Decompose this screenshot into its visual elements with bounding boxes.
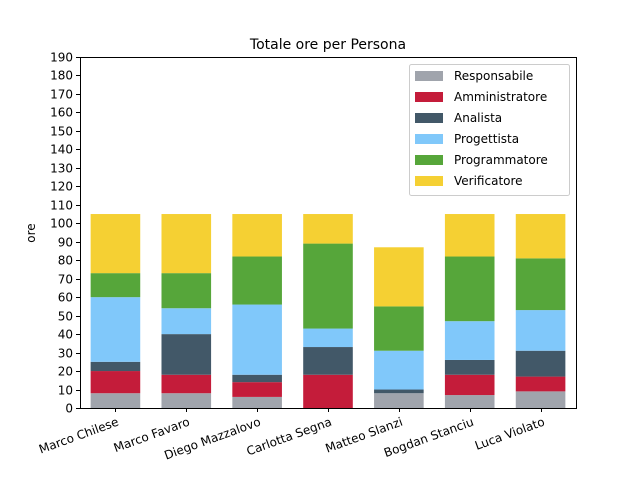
y-tick-label: 20 bbox=[58, 365, 73, 379]
y-tick-label: 30 bbox=[58, 347, 73, 361]
bar-segment-responsabile-2 bbox=[161, 393, 212, 408]
y-tick-label: 100 bbox=[50, 217, 73, 231]
y-tick-label: 180 bbox=[50, 69, 73, 83]
bar-segment-amministratore-7 bbox=[515, 376, 566, 392]
y-tick-label: 80 bbox=[58, 254, 73, 268]
bar-segment-verificatore-4 bbox=[303, 214, 353, 244]
bar-segment-progettista-2 bbox=[161, 308, 212, 335]
legend-swatch-analista bbox=[415, 113, 443, 123]
bar-segment-programmatore-6 bbox=[444, 256, 495, 322]
legend-label-responsabile: Responsabile bbox=[454, 69, 533, 83]
bar-segment-progettista-5 bbox=[374, 350, 424, 390]
bar-segment-progettista-6 bbox=[444, 321, 495, 360]
y-axis: 0 10 20 30 40 50 60 70 80 90 100 110 120 130 140 150 160… bbox=[50, 51, 80, 416]
bar-segment-progettista-3 bbox=[232, 304, 282, 375]
legend-swatch-amministratore bbox=[415, 92, 443, 102]
bar-segment-responsabile-1 bbox=[90, 393, 141, 408]
y-tick-label: 120 bbox=[50, 180, 73, 194]
bar-segment-analista-4 bbox=[303, 347, 353, 375]
bar-segment-analista-2 bbox=[161, 334, 212, 375]
y-axis-label: ore bbox=[24, 223, 38, 242]
y-tick-label: 60 bbox=[58, 291, 73, 305]
legend-label-programmatore: Programmatore bbox=[454, 153, 548, 167]
legend-box bbox=[409, 64, 570, 196]
y-tick-label: 0 bbox=[65, 402, 73, 416]
bar-segment-amministratore-4 bbox=[303, 374, 353, 408]
y-tick-label: 10 bbox=[58, 384, 73, 398]
legend-swatch-programmatore bbox=[415, 155, 443, 165]
y-tick-label: 70 bbox=[58, 273, 73, 287]
bar-segment-programmatore-7 bbox=[515, 258, 566, 311]
bar-segment-progettista-7 bbox=[515, 310, 566, 351]
plot-area bbox=[90, 214, 566, 408]
bar-segment-analista-7 bbox=[515, 350, 566, 377]
bar-segment-analista-6 bbox=[444, 359, 495, 375]
bar-segment-programmatore-1 bbox=[90, 273, 141, 298]
bar-segment-verificatore-1 bbox=[90, 214, 141, 274]
y-tick-label: 90 bbox=[58, 236, 73, 250]
legend-swatch-responsabile bbox=[415, 71, 443, 81]
y-tick-label: 190 bbox=[50, 51, 73, 65]
y-tick-label: 160 bbox=[50, 106, 73, 120]
bar-segment-verificatore-6 bbox=[444, 214, 495, 257]
bar-segment-programmatore-4 bbox=[303, 243, 353, 329]
bar-segment-verificatore-7 bbox=[515, 214, 566, 259]
bar-segment-responsabile-3 bbox=[232, 396, 282, 408]
y-tick-label: 50 bbox=[58, 310, 73, 324]
bar-segment-programmatore-3 bbox=[232, 256, 282, 305]
bar-segment-amministratore-2 bbox=[161, 374, 212, 394]
bar-segment-amministratore-1 bbox=[90, 371, 141, 394]
legend: Responsabile Amministratore Analista Proget… bbox=[409, 64, 570, 196]
bar-segment-analista-5 bbox=[374, 389, 424, 394]
y-tick-label: 140 bbox=[50, 143, 73, 157]
legend-label-amministratore: Amministratore bbox=[454, 90, 547, 104]
bar-segment-responsabile-7 bbox=[515, 391, 566, 408]
y-tick-label: 170 bbox=[50, 88, 73, 102]
bar-segment-analista-1 bbox=[90, 361, 141, 372]
bar-segment-amministratore-3 bbox=[232, 382, 282, 397]
bar-segment-verificatore-3 bbox=[232, 214, 282, 257]
chart-title: Totale ore per Persona bbox=[249, 37, 406, 53]
bar-segment-amministratore-6 bbox=[444, 374, 495, 396]
bar-segment-verificatore-2 bbox=[161, 214, 212, 274]
y-tick-label: 150 bbox=[50, 125, 73, 139]
y-tick-label: 40 bbox=[58, 328, 73, 342]
bar-segment-responsabile-5 bbox=[374, 393, 424, 408]
bar-segment-programmatore-5 bbox=[374, 306, 424, 351]
bar-segment-progettista-1 bbox=[90, 297, 141, 362]
legend-label-verificatore: Verificatore bbox=[454, 174, 523, 188]
bar-segment-verificatore-5 bbox=[374, 247, 424, 307]
bar-segment-analista-3 bbox=[232, 374, 282, 383]
bar-segment-programmatore-2 bbox=[161, 273, 212, 309]
y-tick-label: 110 bbox=[50, 199, 73, 213]
legend-swatch-progettista bbox=[415, 134, 443, 144]
bar-segment-progettista-4 bbox=[303, 328, 353, 348]
bar-segment-responsabile-6 bbox=[444, 395, 495, 408]
y-tick-label: 130 bbox=[50, 162, 73, 176]
legend-label-progettista: Progettista bbox=[454, 132, 519, 146]
legend-label-analista: Analista bbox=[454, 111, 502, 125]
legend-swatch-verificatore bbox=[415, 176, 443, 186]
